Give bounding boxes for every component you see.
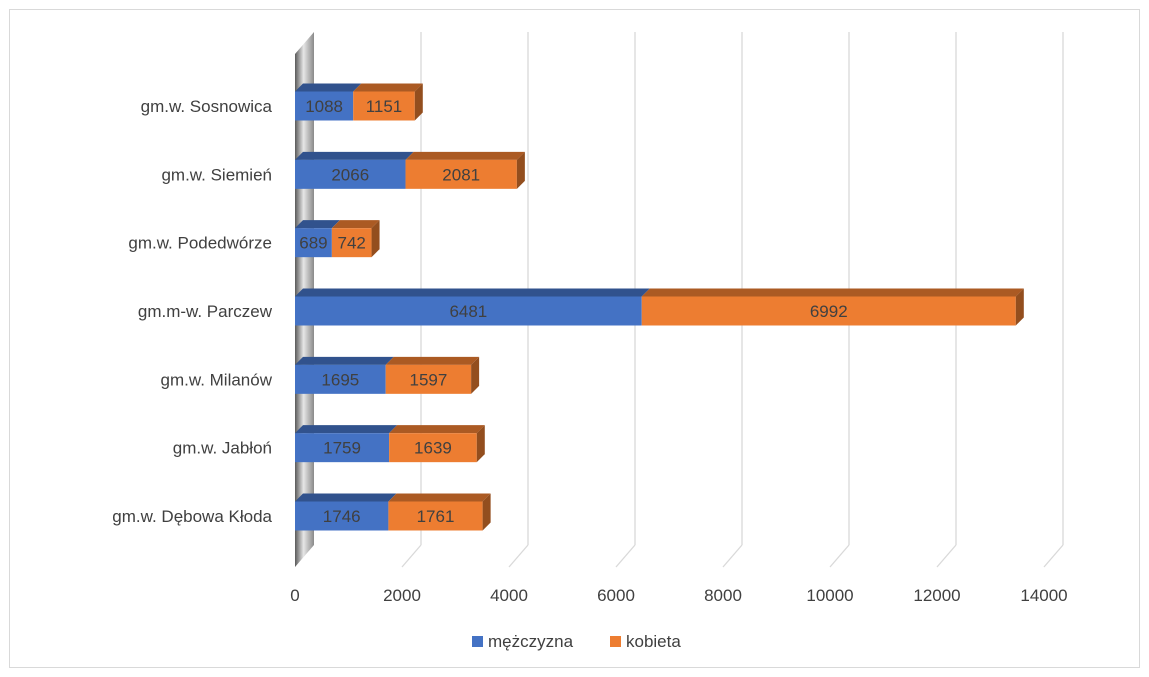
category-label: gm.w. Podedwórze [128,234,272,253]
x-tick-label: 10000 [806,586,853,605]
labels: 0 2000 4000 6000 8000 10000 12000 14000 1746 1761… [112,97,1067,605]
category-label: gm.w. Siemień [161,165,272,184]
x-tick-label: 4000 [490,586,528,605]
bar-male [295,159,406,189]
data-label: 689 [299,234,327,253]
bar-top-male [295,356,394,365]
category-label: gm.w. Dębowa Kłoda [112,507,272,526]
x-tick-label: 0 [290,586,299,605]
bar-female [389,433,477,463]
data-label: 1088 [305,97,343,116]
data-label: 1759 [323,439,361,458]
bar-female [385,364,472,394]
stacked-bar-chart: 0 2000 4000 6000 8000 10000 12000 14000 1746 1761… [112,32,1068,651]
bar-side [1015,288,1024,326]
bar-top-female [385,356,480,365]
legend-swatch-male [472,636,483,647]
gridline-floor [1043,544,1064,568]
bar-side [482,493,491,531]
data-label: 742 [338,234,366,253]
category-label: gm.w. Milanów [161,370,273,389]
bar-female [388,501,483,531]
bar-top-female [331,220,380,229]
legend-swatch-female [610,636,621,647]
bar-female [405,159,517,189]
legend-label-female: kobieta [626,632,681,651]
data-label: 1761 [417,507,455,526]
bar-female [641,296,1016,326]
x-tick-label: 14000 [1020,586,1067,605]
gridline-floor [722,544,743,568]
bar-top-female [641,288,1024,297]
chart-frame: 0 2000 4000 6000 8000 10000 12000 14000 1746 1761… [9,9,1140,668]
data-label: 1639 [414,439,452,458]
bar-side [371,220,380,258]
x-tick-label: 2000 [383,586,421,605]
gridline-floor [829,544,850,568]
category-label: gm.w. Jabłoń [173,439,272,458]
bar-top-male [295,83,362,92]
bar-side [476,425,485,463]
bar-top-female [353,83,423,92]
bar-top-male [295,288,650,297]
bar-side [516,151,525,189]
data-label: 2081 [442,165,480,184]
gridline-floor [401,544,422,568]
bar-male [295,228,332,258]
data-label: 1746 [323,507,361,526]
bar-side [471,356,480,394]
gridline-floor [615,544,636,568]
x-tick-label: 8000 [704,586,742,605]
bar-male [295,433,390,463]
bar-male [295,91,354,121]
bar-top-male [295,151,414,160]
legend-label-male: mężczyzna [488,632,574,651]
category-label: gm.m-w. Parczew [138,302,273,321]
data-label: 1695 [321,370,359,389]
bar-male [295,364,386,394]
x-tick-label: 12000 [913,586,960,605]
data-label: 1151 [366,97,403,116]
data-label: 1597 [409,370,447,389]
legend: mężczyzna kobieta [472,632,681,651]
bar-female [331,228,372,258]
bar-top-female [388,493,491,502]
bar-female [353,91,415,121]
gridline-floor [936,544,957,568]
bar-top-male [295,425,398,434]
bar-top-female [389,425,485,434]
bars [295,83,1024,531]
bar-top-female [405,151,525,160]
x-tick-label: 6000 [597,586,635,605]
gridline-floor [508,544,529,568]
bar-side [414,83,423,121]
data-label: 6481 [449,302,487,321]
bar-male [295,501,389,531]
bar-male [295,296,642,326]
data-label: 2066 [331,165,369,184]
data-label: 6992 [810,302,848,321]
bar-top-male [295,493,397,502]
bar-top-male [295,220,340,229]
category-label: gm.w. Sosnowica [141,97,273,116]
